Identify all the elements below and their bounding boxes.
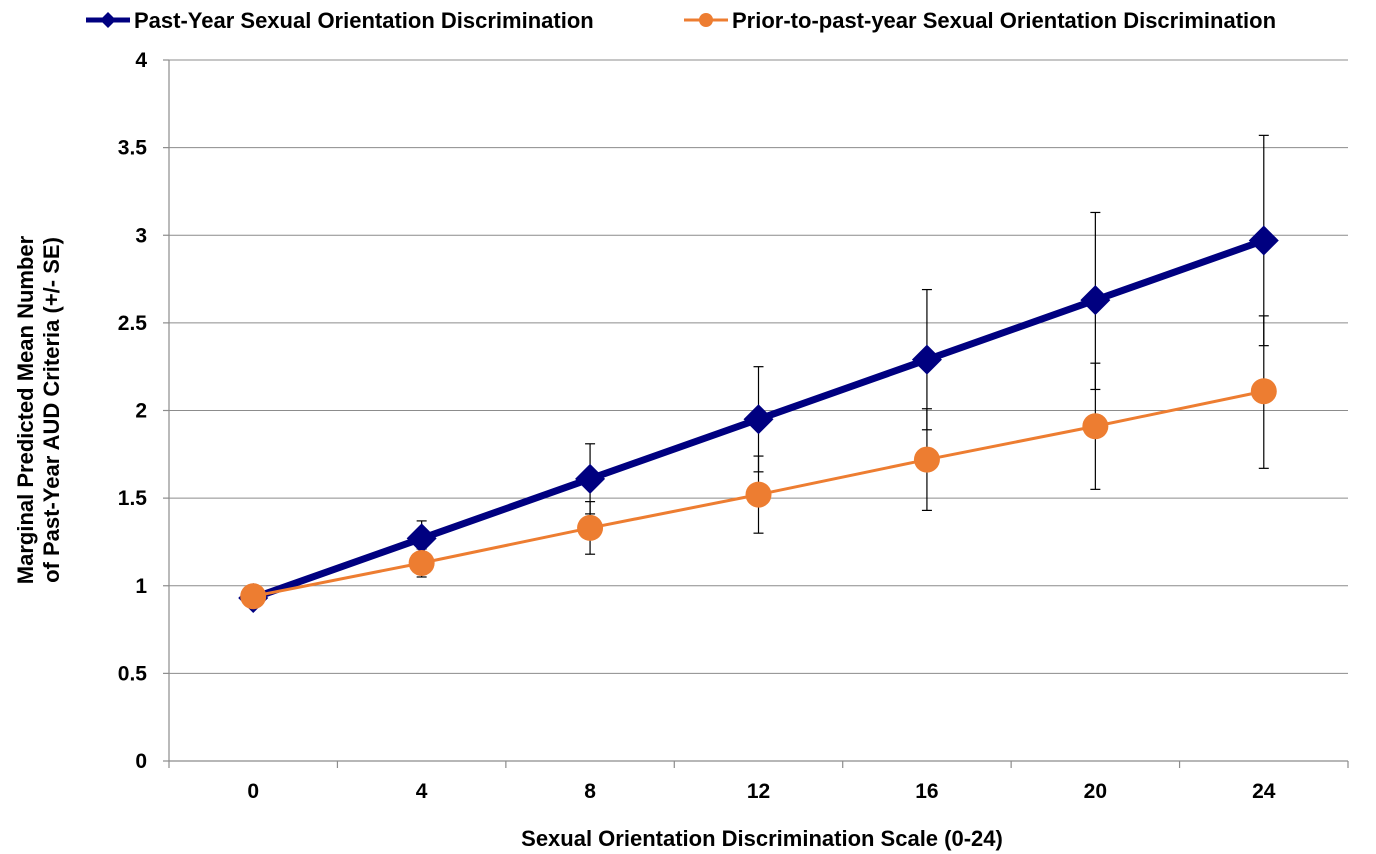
data-point-circle [240, 583, 267, 610]
data-point-diamond [911, 344, 942, 375]
data-point-circle [577, 514, 604, 541]
data-point-circle [408, 549, 435, 576]
x-axis-ticks: 0 4 8 12 16 20 24 [168, 761, 1349, 803]
x-tick-label-16: 16 [915, 780, 938, 803]
x-tick-label-12: 12 [747, 780, 770, 803]
legend-circle-marker [699, 13, 713, 27]
data-point-diamond [743, 404, 774, 435]
y-tick-label-1.5: 1.5 [118, 487, 148, 510]
data-point-diamond [1248, 225, 1279, 256]
x-tick-label-24: 24 [1252, 780, 1276, 803]
data-point-circle [1250, 378, 1277, 405]
legend-item-past-year: Past-Year Sexual Orientation Discriminat… [86, 8, 594, 33]
x-tick-label-0: 0 [247, 780, 259, 803]
y-axis-title: Marginal Predicted Mean Number of Past-Y… [13, 235, 64, 584]
legend-label-past-year: Past-Year Sexual Orientation Discriminat… [134, 8, 594, 33]
legend-item-prior-to-past-year: Prior-to-past-year Sexual Orientation Di… [684, 8, 1276, 33]
y-tick-label-2.5: 2.5 [118, 312, 148, 335]
y-axis-title-line-2: of Past-Year AUD Criteria (+/- SE) [39, 237, 64, 583]
y-axis-title-line-1: Marginal Predicted Mean Number [13, 235, 38, 584]
y-tick-label-2: 2 [135, 400, 147, 423]
x-tick-label-20: 20 [1084, 780, 1107, 803]
series-layer [238, 134, 1279, 614]
legend-diamond-marker [100, 12, 116, 28]
series-markers-1 [240, 378, 1277, 610]
y-tick-label-1: 1 [135, 575, 147, 598]
y-axis-ticks: 0 0.5 1 1.5 2 2.5 3 3.5 4 [118, 49, 169, 773]
data-point-circle [745, 481, 772, 508]
y-tick-label-3.5: 3.5 [118, 137, 148, 160]
x-tick-label-4: 4 [416, 780, 428, 803]
data-point-diamond [575, 463, 606, 494]
data-point-diamond [1080, 285, 1111, 316]
legend: Past-Year Sexual Orientation Discriminat… [86, 8, 1276, 33]
y-tick-label-0.5: 0.5 [118, 662, 148, 685]
data-point-circle [913, 446, 940, 473]
legend-label-prior-to-past-year: Prior-to-past-year Sexual Orientation Di… [732, 8, 1276, 33]
y-tick-label-4: 4 [135, 49, 147, 72]
data-point-circle [1082, 413, 1109, 440]
x-axis-title: Sexual Orientation Discrimination Scale … [521, 826, 1003, 851]
data-point-diamond [406, 523, 437, 554]
y-tick-label-0: 0 [135, 750, 147, 773]
series-1 [248, 315, 1269, 601]
x-tick-label-8: 8 [584, 780, 596, 803]
y-tick-label-3: 3 [135, 224, 147, 247]
